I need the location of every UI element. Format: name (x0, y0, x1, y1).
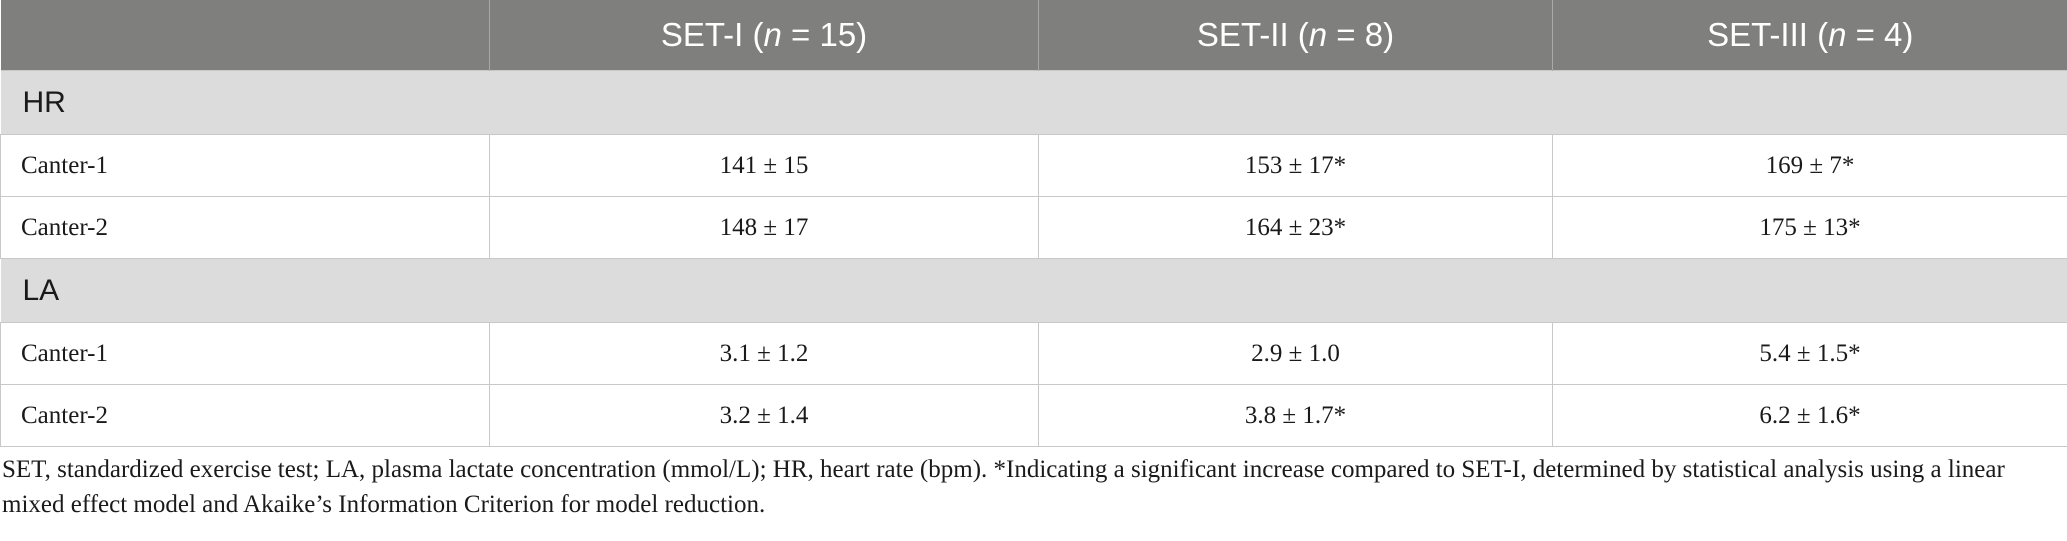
table-cell: 148 ± 17 (489, 196, 1039, 259)
table-row: Canter-2 3.2 ± 1.4 3.8 ± 1.7* 6.2 ± 1.6* (0, 384, 2067, 447)
header-set-3: SET-III (n = 4) (1552, 0, 2067, 71)
table-cell: 3.8 ± 1.7* (1038, 384, 1553, 447)
table-cell: 175 ± 13* (1552, 196, 2067, 259)
table-cell: 169 ± 7* (1552, 134, 2067, 197)
header-row: SET-I (n = 15) SET-II (n = 8) SET-III (n… (0, 0, 2067, 71)
header-corner-cell (0, 0, 490, 71)
table-cell: 6.2 ± 1.6* (1552, 384, 2067, 447)
section-label-la: LA (0, 258, 2067, 323)
table-cell: 141 ± 15 (489, 134, 1039, 197)
table-cell: 153 ± 17* (1038, 134, 1553, 197)
table-footnote: SET, standardized exercise test; LA, pla… (2, 456, 2005, 518)
row-label: Canter-2 (0, 384, 490, 447)
table-cell: 3.1 ± 1.2 (489, 322, 1039, 385)
row-label: Canter-1 (0, 134, 490, 197)
section-row-la: LA (0, 258, 2067, 323)
row-label: Canter-2 (0, 196, 490, 259)
table-row: Canter-2 148 ± 17 164 ± 23* 175 ± 13* (0, 196, 2067, 259)
table-cell: 5.4 ± 1.5* (1552, 322, 2067, 385)
results-table: SET-I (n = 15) SET-II (n = 8) SET-III (n… (0, 0, 2067, 447)
table-cell: 3.2 ± 1.4 (489, 384, 1039, 447)
header-set-1: SET-I (n = 15) (489, 0, 1039, 71)
table-cell: 164 ± 23* (1038, 196, 1553, 259)
results-table-container: SET-I (n = 15) SET-II (n = 8) SET-III (n… (0, 0, 2067, 518)
row-label: Canter-1 (0, 322, 490, 385)
header-set-2: SET-II (n = 8) (1038, 0, 1553, 71)
section-row-hr: HR (0, 70, 2067, 135)
table-cell: 2.9 ± 1.0 (1038, 322, 1553, 385)
section-label-hr: HR (0, 70, 2067, 135)
table-row: Canter-1 141 ± 15 153 ± 17* 169 ± 7* (0, 134, 2067, 197)
table-row: Canter-1 3.1 ± 1.2 2.9 ± 1.0 5.4 ± 1.5* (0, 322, 2067, 385)
